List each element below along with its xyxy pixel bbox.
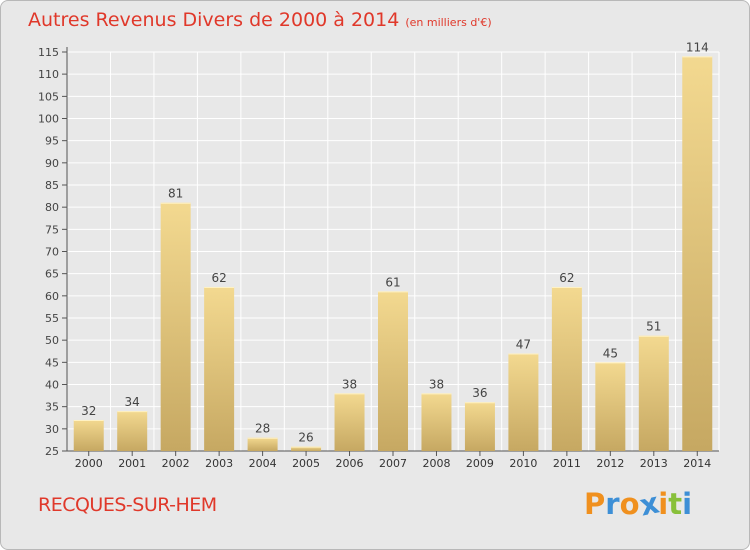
y-tick-label: 35 xyxy=(45,401,59,414)
x-tick-label: 2007 xyxy=(379,457,407,470)
bar-2006 xyxy=(334,393,365,451)
y-tick-label: 50 xyxy=(45,334,59,347)
y-tick-label: 110 xyxy=(38,68,59,81)
y-tick-label: 95 xyxy=(45,135,59,148)
bar-value-label: 114 xyxy=(686,40,709,54)
y-tick-label: 40 xyxy=(45,379,59,392)
y-tick-label: 30 xyxy=(45,423,59,436)
y-tick-label: 115 xyxy=(38,46,59,59)
y-tick-label: 80 xyxy=(45,201,59,214)
chart-subtitle: (en milliers d'€) xyxy=(405,16,492,29)
logo-letter: i xyxy=(682,487,693,521)
y-tick-label: 75 xyxy=(45,223,59,236)
x-tick-label: 2013 xyxy=(640,457,668,470)
y-tick-label: 70 xyxy=(45,246,59,259)
bar-2003 xyxy=(204,286,235,451)
bar-2014 xyxy=(682,56,713,451)
x-tick-label: 2011 xyxy=(553,457,581,470)
bar-value-label: 62 xyxy=(559,271,574,285)
bar-2005 xyxy=(291,446,322,451)
bar-value-label: 38 xyxy=(342,377,357,391)
x-tick-label: 2009 xyxy=(466,457,494,470)
proxiti-logo: Proxiti xyxy=(584,485,693,522)
bar-value-label: 26 xyxy=(298,431,313,445)
x-tick-label: 2004 xyxy=(249,457,277,470)
x-tick-label: 2001 xyxy=(118,457,146,470)
x-tick-label: 2008 xyxy=(422,457,450,470)
x-tick-label: 2000 xyxy=(75,457,103,470)
logo-letter: P xyxy=(584,487,606,521)
y-tick-label: 85 xyxy=(45,179,59,192)
y-tick-label: 65 xyxy=(45,268,59,281)
city-label: RECQUES-SUR-HEM xyxy=(38,494,217,516)
x-tick-label: 2010 xyxy=(509,457,537,470)
logo-letter: o xyxy=(619,487,640,521)
bar-2000 xyxy=(73,419,104,451)
bar-2010 xyxy=(508,353,539,451)
logo-letter: i xyxy=(658,487,669,521)
bar-2007 xyxy=(378,291,408,451)
bar-2013 xyxy=(638,335,669,451)
y-tick-label: 105 xyxy=(38,90,59,103)
bar-value-label: 61 xyxy=(385,275,400,289)
bar-value-label: 34 xyxy=(125,395,140,409)
y-tick-label: 55 xyxy=(45,312,59,325)
logo-letter: r xyxy=(605,487,620,521)
bar-2002 xyxy=(160,202,191,451)
chart-title-text: Autres Revenus Divers de 2000 à 2014 xyxy=(28,9,400,31)
bar-value-label: 62 xyxy=(211,271,226,285)
bar-value-label: 36 xyxy=(472,386,487,400)
y-tick-label: 60 xyxy=(45,290,59,303)
logo-letter: t xyxy=(668,487,683,521)
bar-value-label: 38 xyxy=(429,377,444,391)
bar-value-label: 45 xyxy=(603,346,618,360)
bar-value-label: 32 xyxy=(81,404,96,418)
bar-2001 xyxy=(117,411,148,451)
bar-2004 xyxy=(247,437,278,451)
chart-title: Autres Revenus Divers de 2000 à 2014 (en … xyxy=(28,9,492,31)
bars xyxy=(73,56,713,451)
bar-2008 xyxy=(421,393,452,451)
y-tick-label: 90 xyxy=(45,157,59,170)
x-tick-label: 2006 xyxy=(336,457,364,470)
bar-2012 xyxy=(595,362,626,451)
y-tick-label: 45 xyxy=(45,356,59,369)
bar-2011 xyxy=(551,286,582,451)
bar-2009 xyxy=(464,402,495,451)
x-tick-label: 2003 xyxy=(205,457,233,470)
x-tick-label: 2005 xyxy=(292,457,320,470)
bar-value-label: 51 xyxy=(646,320,661,334)
bar-value-label: 81 xyxy=(168,187,183,201)
y-tick-label: 25 xyxy=(45,445,59,458)
y-tick-label: 100 xyxy=(38,113,59,126)
labels: 25 30 35 40 45 50 55 60 65 70 75 80 85 90 95 100 105 110 1… xyxy=(38,40,711,470)
bar-value-label: 28 xyxy=(255,422,270,436)
bar-value-label: 47 xyxy=(516,337,531,351)
x-tick-label: 2002 xyxy=(162,457,190,470)
x-tick-label: 2014 xyxy=(683,457,711,470)
x-tick-label: 2012 xyxy=(596,457,624,470)
